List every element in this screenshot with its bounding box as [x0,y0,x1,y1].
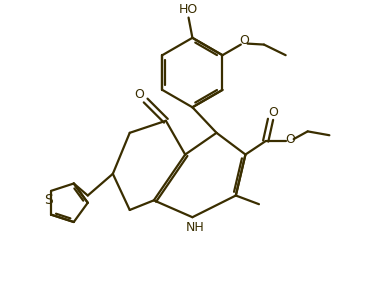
Text: O: O [268,105,278,118]
Text: NH: NH [185,221,204,234]
Text: O: O [240,34,250,47]
Text: O: O [285,133,295,146]
Text: HO: HO [179,3,198,16]
Text: O: O [134,88,144,101]
Text: S: S [44,192,53,207]
